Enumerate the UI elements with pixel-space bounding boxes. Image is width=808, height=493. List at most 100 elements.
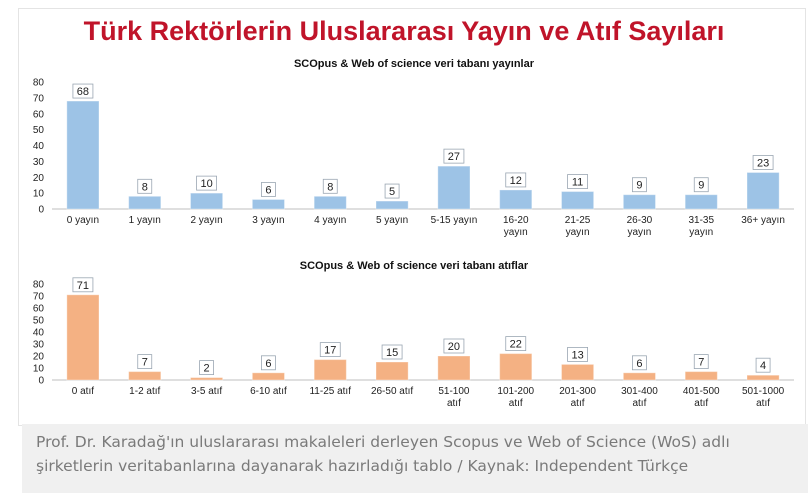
chart2-category-label: 6-10 atıf xyxy=(250,386,287,397)
chart2-data-label-box xyxy=(755,357,771,373)
main-title: Türk Rektörlerin Uluslararası Yayın ve A… xyxy=(83,16,725,46)
chart1-data-label-box xyxy=(443,148,465,164)
chart2-bar xyxy=(375,361,409,381)
chart2-category-label: 26-50 atıf xyxy=(371,386,413,397)
chart1-y-tick-label: 50 xyxy=(33,125,45,136)
chart2-data-label-box xyxy=(137,354,153,370)
chart1-y-tick-label: 10 xyxy=(33,189,45,200)
chart1-data-label-box xyxy=(632,177,647,193)
chart2-bar xyxy=(313,359,347,381)
chart1-data-label: 23 xyxy=(757,157,769,169)
chart1-data-label: 9 xyxy=(636,180,642,192)
chart1-category-label-line2: yayın xyxy=(627,227,651,238)
chart2-category-label-line2: atıf xyxy=(509,398,523,409)
chart2-data-label-box xyxy=(199,360,214,376)
chart2-category-label: 401-500 xyxy=(683,386,720,397)
chart1-category-label-line2: yayın xyxy=(504,227,528,238)
chart2-data-label-box xyxy=(632,355,647,371)
chart2-y-tick-label: 60 xyxy=(33,304,45,315)
chart2-category-label-line2: atıf xyxy=(632,398,646,409)
chart1-bar xyxy=(66,100,100,210)
chart1-data-label-box xyxy=(137,178,153,194)
chart1-title: SCOpus & Web of science veri tabanı yayı… xyxy=(294,58,535,70)
chart1-data-label: 11 xyxy=(572,177,583,189)
chart1-data-label-box xyxy=(196,175,217,191)
chart2-data-label: 6 xyxy=(265,358,271,370)
chart2-category-label-line2: atıf xyxy=(694,398,708,409)
chart1-data-label: 8 xyxy=(142,181,148,193)
chart1-bar xyxy=(746,171,780,210)
chart2-bar xyxy=(499,353,533,381)
chart1-category-label-line2: yayın xyxy=(689,227,713,238)
chart2-data-label: 20 xyxy=(448,341,460,353)
chart1-data-label: 5 xyxy=(389,186,395,198)
chart2-y-tick-label: 50 xyxy=(33,316,45,327)
chart1-category-label-line2: yayın xyxy=(566,227,590,238)
chart2-y-tick-label: 40 xyxy=(33,328,45,339)
chart1-category-label: 16-20 xyxy=(503,215,529,226)
chart1-data-label-box xyxy=(567,174,588,189)
chart1-category-label: 4 yayın xyxy=(314,215,346,226)
chart2-category-label: 201-300 xyxy=(559,386,596,397)
chart1-y-tick-label: 20 xyxy=(33,173,45,184)
chart1-y-tick-label: 30 xyxy=(33,157,45,168)
chart1-bar xyxy=(622,194,656,210)
chart1-y-tick-label: 60 xyxy=(33,109,45,120)
chart2-category-label-line2: atıf xyxy=(756,398,770,409)
chart1-category-label: 5 yayın xyxy=(376,215,408,226)
chart1-category-label: 3 yayın xyxy=(252,215,284,226)
chart2-category-label: 501-1000 xyxy=(742,386,785,397)
chart1-bar xyxy=(128,195,162,210)
chart2-data-label: 6 xyxy=(636,358,642,370)
chart2-data-label: 17 xyxy=(324,345,336,357)
chart1-data-label-box xyxy=(752,155,774,170)
chart1-y-tick-label: 70 xyxy=(33,93,45,104)
chart1-data-label: 27 xyxy=(448,151,460,163)
chart1-data-label-box xyxy=(261,182,276,197)
chart2-data-label: 71 xyxy=(77,280,89,292)
chart2-bar xyxy=(128,371,162,381)
chart1-y-tick-label: 40 xyxy=(33,141,45,152)
chart2-data-label: 22 xyxy=(510,339,522,351)
chart2-title: SCOpus & Web of science veri tabanı atıf… xyxy=(300,260,529,272)
chart2-category-label-line2: atıf xyxy=(447,398,461,409)
chart2-bar xyxy=(684,371,718,381)
chart1-category-label: 31-35 xyxy=(688,215,714,226)
image-caption: Prof. Dr. Karadağ'ın uluslararası makale… xyxy=(36,433,730,475)
chart1-bar xyxy=(437,165,471,210)
chart2-category-label: 301-400 xyxy=(621,386,658,397)
chart1-data-label: 68 xyxy=(77,86,89,98)
chart1-data-label-box xyxy=(384,183,400,199)
chart1-category-label: 0 yayın xyxy=(67,215,99,226)
chart2-bar xyxy=(437,355,471,381)
chart2-data-label-box xyxy=(505,336,527,352)
chart1-bar xyxy=(499,189,533,210)
chart1-bar xyxy=(190,192,224,210)
chart1-data-label: 12 xyxy=(510,175,522,187)
chart1-category-label: 5-15 yayın xyxy=(431,215,478,226)
chart1-category-label: 36+ yayın xyxy=(741,215,785,226)
chart1-data-label: 10 xyxy=(200,178,212,190)
chart2-data-label-box xyxy=(381,344,403,360)
chart2-data-label-box xyxy=(693,354,709,370)
chart1-data-label-box xyxy=(693,177,709,193)
chart1-y-tick-label: 80 xyxy=(33,78,45,89)
chart2-bar xyxy=(746,374,780,381)
chart2-data-label-box xyxy=(261,355,276,371)
chart2-y-tick-label: 30 xyxy=(33,340,45,351)
chart1-data-label: 6 xyxy=(265,184,271,196)
chart2-data-label: 2 xyxy=(204,363,210,375)
chart2-y-tick-label: 0 xyxy=(38,376,44,387)
chart2-bar xyxy=(561,363,595,381)
chart1-data-label: 8 xyxy=(327,181,333,193)
chart1-category-label: 1 yayın xyxy=(129,215,161,226)
chart1-data-label: 9 xyxy=(698,180,704,192)
chart1-bar xyxy=(561,191,595,210)
chart2-data-label: 4 xyxy=(760,360,766,372)
chart2-y-tick-label: 80 xyxy=(33,280,45,291)
chart2-data-label: 7 xyxy=(142,357,148,369)
chart2-y-tick-label: 10 xyxy=(33,364,45,375)
chart2-data-label: 15 xyxy=(386,347,398,359)
chart2-category-label: 51-100 xyxy=(438,386,470,397)
chart2-category-label: 1-2 atıf xyxy=(129,386,160,397)
